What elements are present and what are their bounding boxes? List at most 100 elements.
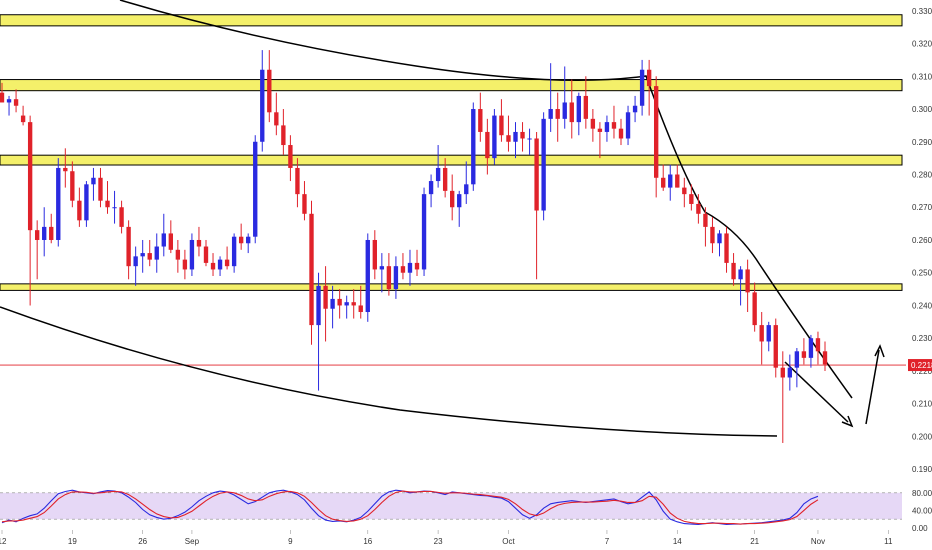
candle-body xyxy=(759,325,764,342)
candle-body xyxy=(112,207,117,209)
time-tick-label: Oct xyxy=(502,537,515,546)
candle-body xyxy=(323,285,328,309)
candle-body xyxy=(238,236,244,244)
candle-body xyxy=(731,262,736,280)
candle-body xyxy=(541,118,546,211)
candle-body xyxy=(105,200,110,208)
last-price-badge xyxy=(908,359,932,372)
candle-body xyxy=(745,269,750,293)
time-axis: 12 19 26 Sep 9 16 23 Oct 7 14 21 Nov 11 xyxy=(0,530,893,546)
candle-body xyxy=(485,131,490,159)
candle-body xyxy=(766,325,771,342)
time-tick-label: 19 xyxy=(68,537,77,546)
candle-body xyxy=(182,259,188,270)
stochastic-band xyxy=(0,492,902,520)
stochastic-panel: 80.00 40.00 0.00 xyxy=(0,489,932,533)
stochastic-tick-label: 0.00 xyxy=(912,524,928,533)
candle-body xyxy=(344,302,349,306)
candle-body xyxy=(288,145,293,168)
candle-body xyxy=(435,167,441,182)
candle-body xyxy=(703,213,708,227)
candle-body xyxy=(752,292,757,326)
stochastic-k-line xyxy=(1,489,819,526)
time-tick-label: 21 xyxy=(750,537,759,546)
candle-body xyxy=(808,338,814,358)
candle-body xyxy=(246,236,251,244)
candle-body xyxy=(27,122,33,231)
candle-body xyxy=(302,194,307,214)
candle-body xyxy=(49,226,54,240)
candle-body xyxy=(822,351,828,365)
candle-body xyxy=(773,325,778,368)
candle-body xyxy=(618,128,624,139)
candle-body xyxy=(499,115,504,136)
candle-body xyxy=(98,177,103,201)
candle-body xyxy=(450,190,455,208)
candle-body xyxy=(133,256,138,267)
projection-arrow-up xyxy=(865,349,880,425)
candle-body xyxy=(653,86,659,178)
candle-body xyxy=(689,194,694,204)
candle-body xyxy=(175,249,181,260)
candle-body xyxy=(457,194,462,208)
candle-body xyxy=(520,131,525,139)
candle-body xyxy=(464,184,469,195)
time-tick-label: 9 xyxy=(288,537,293,546)
candle-body xyxy=(682,187,687,195)
candle-body xyxy=(365,239,370,313)
candle-body xyxy=(147,253,152,260)
time-tick-label: 26 xyxy=(138,537,147,546)
candle-body xyxy=(407,262,413,273)
time-tick-label: Sep xyxy=(185,537,200,546)
stochastic-d-line xyxy=(1,490,819,525)
horizontal-zone-1 xyxy=(0,14,903,27)
support-resistance-zones xyxy=(0,14,903,291)
candle-body xyxy=(63,167,68,172)
candle-body xyxy=(675,174,680,188)
candle-body xyxy=(632,105,638,113)
candle-body xyxy=(696,203,701,214)
candle-body xyxy=(555,109,560,119)
time-tick-label: 12 xyxy=(0,537,7,546)
candle-body xyxy=(815,338,821,352)
candle-body xyxy=(471,109,476,185)
time-tick-label: 14 xyxy=(673,537,682,546)
candle-body xyxy=(738,269,743,280)
candle-body xyxy=(330,298,335,309)
candle-body xyxy=(590,118,596,129)
candle-body xyxy=(569,102,574,123)
candle-body xyxy=(562,102,567,119)
candle-body xyxy=(13,99,19,106)
candle-body xyxy=(442,167,448,191)
stochastic-tick-label: 40.00 xyxy=(912,506,932,515)
candle-body xyxy=(780,367,785,378)
candle-body xyxy=(161,233,166,247)
candle-body xyxy=(20,115,26,123)
candle-body xyxy=(154,246,159,260)
candle-body xyxy=(77,200,82,221)
candle-body xyxy=(196,239,202,247)
candle-body xyxy=(583,95,589,119)
candle-body xyxy=(710,226,715,244)
candle-body xyxy=(6,99,12,103)
horizontal-zone-2 xyxy=(0,79,903,92)
candle-body xyxy=(527,138,532,140)
candle-body xyxy=(84,184,89,221)
candle-body xyxy=(400,266,406,273)
horizontal-zone-4 xyxy=(0,283,903,291)
candle-body xyxy=(646,69,652,87)
candle-body xyxy=(661,177,666,188)
time-tick-label: 23 xyxy=(434,537,443,546)
candle-body xyxy=(611,122,617,129)
time-tick-label: Nov xyxy=(811,537,825,546)
candle-body xyxy=(576,95,581,123)
